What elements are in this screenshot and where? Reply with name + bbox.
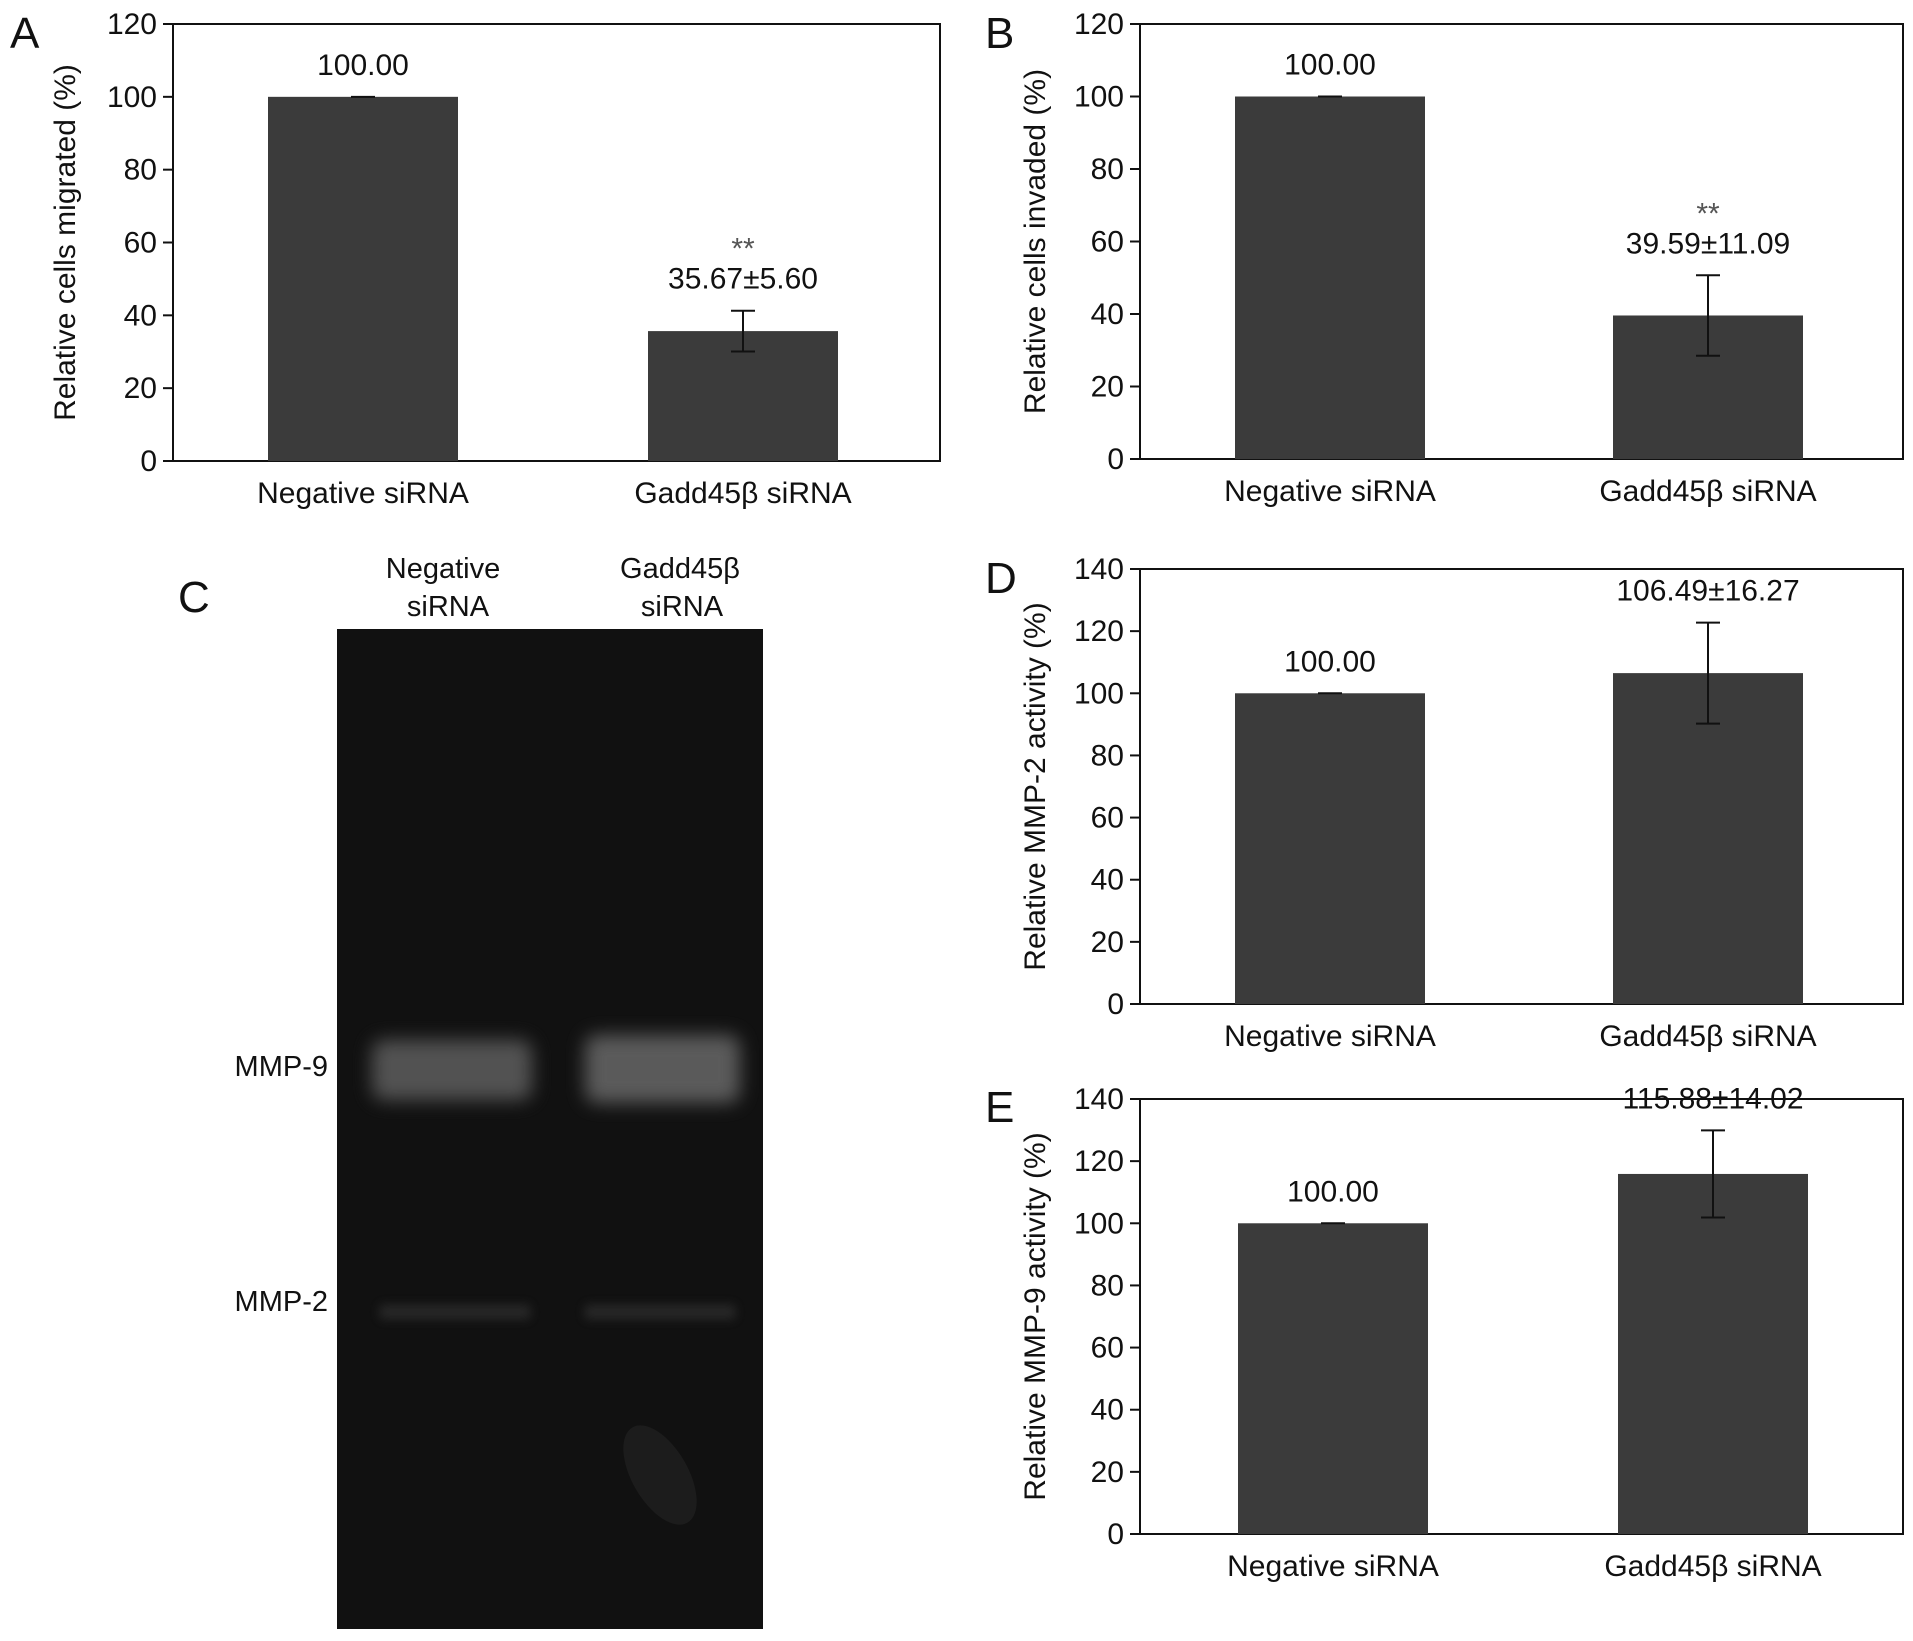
significance-marker: ** bbox=[1696, 197, 1720, 230]
mmp9-activity-chart: 0 20 40 60 80 100 120 140 Relative MMP-9 activit… bbox=[1019, 1082, 1904, 1583]
panel-e: E 0 20 40 60 80 100 120 140 Relative MMP-9 activ… bbox=[985, 1082, 1904, 1583]
y-tick-label: 20 bbox=[124, 372, 157, 405]
panel-letter-d: D bbox=[985, 554, 1017, 603]
data-label: 100.00 bbox=[1284, 49, 1376, 82]
panel-a: A 0 20 40 60 80 100 120 Relative cells migrated… bbox=[10, 8, 941, 510]
lane-1-label-line2: siRNA bbox=[407, 591, 490, 623]
plot-frame bbox=[1139, 568, 1904, 1005]
panel-letter-c: C bbox=[178, 573, 210, 622]
band-label-mmp2: MMP-2 bbox=[235, 1286, 328, 1318]
mmp2-band-lane2 bbox=[585, 1305, 735, 1319]
y-tick-label: 100 bbox=[1074, 677, 1124, 710]
x-tick-label: Gadd45β siRNA bbox=[634, 477, 851, 510]
bar bbox=[1613, 673, 1803, 1004]
y-tick-label: 80 bbox=[124, 154, 157, 187]
y-tick-label: 60 bbox=[1091, 1332, 1124, 1365]
x-tick-label: Gadd45β siRNA bbox=[1599, 475, 1816, 508]
bar bbox=[1618, 1173, 1808, 1534]
invasion-chart: 0 20 40 60 80 100 120 Relative cells invaded (%… bbox=[1019, 8, 1904, 508]
y-tick-label: 0 bbox=[1107, 988, 1124, 1021]
mmp9-band-lane2 bbox=[585, 1035, 740, 1103]
x-tick-label: Gadd45β siRNA bbox=[1599, 1020, 1816, 1053]
mmp9-band-lane1 bbox=[372, 1040, 532, 1100]
migration-chart: 0 20 40 60 80 100 120 Relative cells migrated (… bbox=[49, 8, 941, 510]
panel-b: B 0 20 40 60 80 100 120 Relative cells invaded … bbox=[985, 8, 1904, 508]
y-tick-label: 120 bbox=[107, 8, 157, 41]
y-tick-label: 60 bbox=[1091, 226, 1124, 259]
mmp2-band-lane1 bbox=[380, 1305, 530, 1319]
plot-frame bbox=[1139, 1098, 1904, 1535]
bar bbox=[648, 331, 838, 461]
y-axis-label: Relative cells invaded (%) bbox=[1019, 69, 1052, 414]
gel-image bbox=[337, 629, 763, 1629]
lane-2-label-line1: Gadd45β bbox=[620, 553, 740, 585]
panel-d: D 0 20 40 60 80 100 120 140 Relative MMP-2 activ… bbox=[985, 553, 1904, 1053]
gel-smudge bbox=[623, 1425, 697, 1525]
y-axis-label: Relative MMP-2 activity (%) bbox=[1019, 602, 1052, 970]
bar bbox=[1235, 693, 1425, 1004]
data-label: 115.88±14.02 bbox=[1622, 1082, 1803, 1115]
data-label: 100.00 bbox=[317, 49, 409, 82]
y-tick-label: 100 bbox=[1074, 1207, 1124, 1240]
y-tick-label: 120 bbox=[1074, 8, 1124, 41]
y-tick-label: 100 bbox=[107, 81, 157, 114]
data-label: 106.49±16.27 bbox=[1616, 575, 1799, 608]
y-tick-label: 80 bbox=[1091, 739, 1124, 772]
lane-1-label-line1: Negative bbox=[386, 553, 500, 585]
y-tick-label: 0 bbox=[1107, 1518, 1124, 1551]
panel-c: C Negative siRNA Gadd45β siRNA MMP-9 MMP… bbox=[178, 553, 763, 1629]
y-tick-label: 140 bbox=[1074, 553, 1124, 586]
mmp2-activity-chart: 0 20 40 60 80 100 120 140 Relative MMP-2 activit… bbox=[1019, 553, 1904, 1053]
panel-letter-e: E bbox=[985, 1083, 1014, 1132]
y-tick-label: 40 bbox=[1091, 298, 1124, 331]
y-tick-label: 40 bbox=[1091, 1394, 1124, 1427]
y-tick-label: 60 bbox=[124, 227, 157, 260]
y-tick-label: 40 bbox=[1091, 864, 1124, 897]
lane-2-label-line2: siRNA bbox=[641, 591, 724, 623]
panel-letter-b: B bbox=[985, 9, 1014, 58]
significance-marker: ** bbox=[731, 233, 755, 266]
y-tick-label: 120 bbox=[1074, 615, 1124, 648]
band-label-mmp9: MMP-9 bbox=[235, 1051, 328, 1083]
y-axis-label: Relative cells migrated (%) bbox=[49, 64, 82, 421]
bar bbox=[1238, 1223, 1428, 1534]
x-tick-label: Gadd45β siRNA bbox=[1604, 1550, 1821, 1583]
y-tick-label: 20 bbox=[1091, 371, 1124, 404]
x-tick-label: Negative siRNA bbox=[257, 477, 469, 510]
x-tick-label: Negative siRNA bbox=[1227, 1550, 1439, 1583]
y-tick-label: 80 bbox=[1091, 153, 1124, 186]
y-axis-label: Relative MMP-9 activity (%) bbox=[1019, 1132, 1052, 1500]
data-label: 100.00 bbox=[1284, 645, 1376, 678]
y-tick-label: 40 bbox=[124, 299, 157, 332]
y-tick-label: 0 bbox=[1107, 443, 1124, 476]
panel-letter-a: A bbox=[10, 9, 40, 58]
y-tick-label: 100 bbox=[1074, 81, 1124, 114]
data-label: 35.67±5.60 bbox=[668, 263, 818, 296]
bar bbox=[268, 96, 458, 461]
y-tick-label: 20 bbox=[1091, 1456, 1124, 1489]
y-tick-label: 0 bbox=[140, 445, 157, 478]
data-label: 39.59±11.09 bbox=[1626, 227, 1790, 260]
x-tick-label: Negative siRNA bbox=[1224, 1020, 1436, 1053]
x-tick-label: Negative siRNA bbox=[1224, 475, 1436, 508]
y-tick-label: 140 bbox=[1074, 1083, 1124, 1116]
bar bbox=[1235, 96, 1425, 459]
y-tick-label: 20 bbox=[1091, 926, 1124, 959]
y-tick-label: 80 bbox=[1091, 1269, 1124, 1302]
y-tick-label: 60 bbox=[1091, 802, 1124, 835]
y-tick-label: 120 bbox=[1074, 1145, 1124, 1178]
data-label: 100.00 bbox=[1287, 1175, 1379, 1208]
